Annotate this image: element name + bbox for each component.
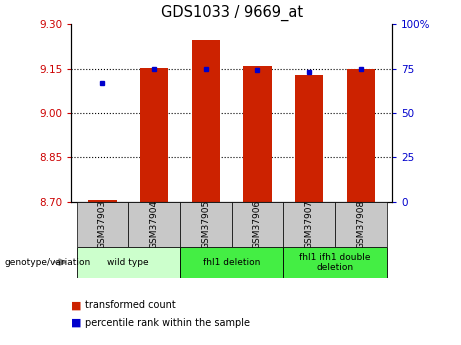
Text: GSM37906: GSM37906: [253, 200, 262, 249]
Bar: [231, 202, 284, 247]
Text: ■: ■: [71, 318, 82, 327]
Bar: [284, 247, 387, 278]
Text: transformed count: transformed count: [85, 300, 176, 310]
Bar: [77, 247, 180, 278]
Bar: [192, 40, 220, 202]
Bar: [180, 202, 231, 247]
Text: GSM37903: GSM37903: [98, 200, 107, 249]
Bar: [295, 75, 323, 202]
Bar: [140, 68, 168, 202]
Text: ■: ■: [71, 300, 82, 310]
Bar: [347, 69, 375, 202]
Bar: [88, 200, 117, 202]
Text: genotype/variation: genotype/variation: [5, 258, 91, 267]
Bar: [243, 66, 272, 202]
Text: GSM37908: GSM37908: [356, 200, 366, 249]
Text: GSM37904: GSM37904: [150, 200, 159, 249]
Bar: [284, 202, 335, 247]
Bar: [128, 202, 180, 247]
Bar: [335, 202, 387, 247]
Text: fhl1 ifh1 double
deletion: fhl1 ifh1 double deletion: [299, 253, 371, 272]
Text: GSM37907: GSM37907: [305, 200, 313, 249]
Bar: [77, 202, 128, 247]
Title: GDS1033 / 9669_at: GDS1033 / 9669_at: [160, 5, 303, 21]
Text: percentile rank within the sample: percentile rank within the sample: [85, 318, 250, 327]
Text: wild type: wild type: [107, 258, 149, 267]
Bar: [180, 247, 284, 278]
Text: fhl1 deletion: fhl1 deletion: [203, 258, 260, 267]
Text: GSM37905: GSM37905: [201, 200, 210, 249]
